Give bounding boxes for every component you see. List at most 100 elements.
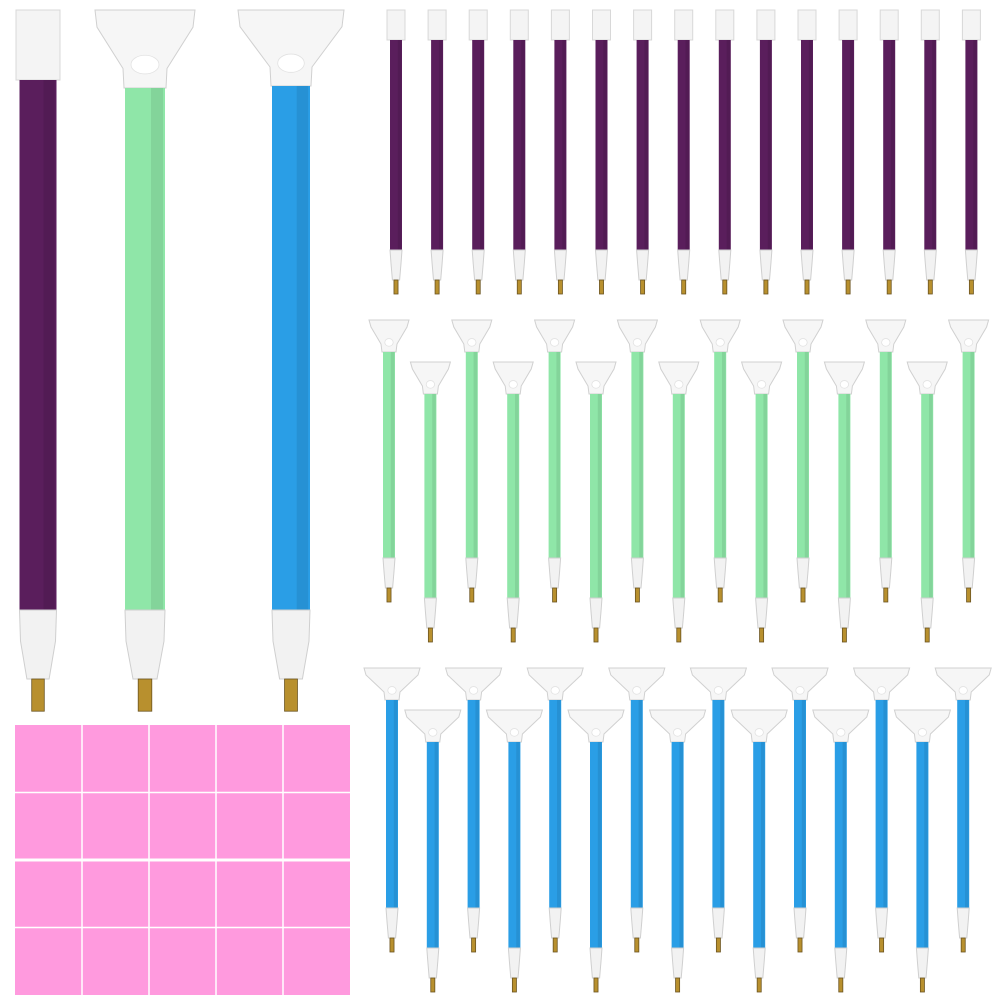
pen-tip — [18, 609, 58, 680]
pen-nib — [599, 279, 604, 295]
pen-nib — [968, 279, 974, 295]
pen-body — [879, 352, 892, 558]
pen-body — [467, 700, 480, 908]
pen-tip — [834, 947, 848, 979]
pen-body-shade — [722, 352, 726, 558]
pen-head — [658, 361, 700, 395]
pen-tip — [382, 557, 396, 589]
pen-body — [424, 394, 437, 598]
pen-tip — [793, 907, 807, 939]
pen-nib — [475, 279, 481, 295]
pen-body — [883, 40, 896, 250]
pen-body — [386, 700, 398, 908]
pen-tip — [426, 947, 440, 979]
pen-body — [671, 742, 684, 948]
pen — [427, 9, 447, 295]
pen-body — [507, 394, 520, 598]
pen-head — [771, 667, 829, 701]
pen-body-shade — [970, 352, 974, 558]
pen — [852, 667, 911, 953]
pen-body-shade — [432, 394, 436, 598]
pen-body — [916, 742, 929, 948]
pen-nib — [797, 937, 803, 953]
pen-body-shade — [761, 742, 765, 948]
pen-head-shine — [468, 686, 479, 695]
pen-body-shade — [891, 40, 895, 250]
pen-head — [823, 361, 866, 395]
pen-head-shine — [549, 338, 560, 347]
pen-tip — [796, 557, 810, 589]
pen-head — [404, 709, 462, 743]
pen-nib — [469, 587, 475, 603]
pen-body-shade — [720, 700, 724, 908]
pen-head-shine — [881, 338, 891, 347]
pen-body — [672, 394, 685, 598]
pen-head-shine — [632, 338, 643, 347]
pen-head — [906, 361, 948, 395]
pen — [451, 319, 493, 603]
pen-tip — [548, 907, 562, 939]
pen-tip — [713, 557, 727, 589]
pen-nib — [557, 279, 563, 295]
pen-head-shine — [384, 338, 394, 347]
pen-tip — [915, 947, 929, 979]
pen-head-shine — [509, 728, 520, 737]
pen-body-shade — [393, 700, 398, 908]
pen-body-shade — [679, 742, 683, 948]
pen-body-shade — [965, 700, 969, 908]
pen-body — [630, 700, 643, 908]
pen-head — [730, 709, 788, 743]
pen-tip — [467, 907, 481, 939]
pen-head-shine — [795, 686, 805, 695]
pen-head — [689, 667, 748, 701]
pen-body — [801, 40, 813, 250]
pen-body-shade — [521, 40, 525, 250]
pen-head — [608, 667, 666, 701]
pen-head — [934, 667, 992, 701]
pen-body-shade — [151, 88, 163, 610]
pen — [838, 9, 858, 295]
pen-nib — [845, 279, 851, 295]
pen — [756, 9, 776, 295]
pen — [771, 667, 829, 953]
pen-body-shade — [397, 40, 402, 250]
pen-body-shade — [846, 394, 850, 598]
pen-head — [485, 709, 544, 743]
pen-body — [426, 742, 439, 948]
pen-tip — [589, 597, 603, 629]
pen-body — [272, 86, 310, 610]
pen-body-shade — [434, 742, 439, 948]
pen-nib — [593, 627, 599, 643]
pen-tip — [589, 947, 603, 979]
pen-cap — [550, 9, 570, 41]
pen-body — [714, 352, 727, 558]
pen-body — [759, 40, 772, 250]
pen-nib — [919, 977, 925, 993]
pen-body — [595, 40, 608, 250]
pen-body-shade — [515, 394, 519, 598]
pen-nib — [715, 937, 721, 953]
pen-head-shine — [756, 380, 767, 389]
pen-head-shine — [591, 728, 601, 737]
pen-nib — [552, 937, 558, 953]
pen — [409, 361, 452, 643]
pen-head-shine — [715, 338, 725, 347]
pen-body-shade — [685, 40, 690, 250]
pen-head — [648, 709, 707, 743]
pen-body — [508, 742, 521, 948]
pen-nib — [284, 678, 298, 712]
pen-body-shade — [597, 742, 602, 948]
pen-nib — [434, 279, 440, 295]
pen-nib — [960, 937, 966, 953]
pen — [674, 9, 694, 295]
pen-tip — [630, 557, 644, 589]
pen — [567, 709, 625, 993]
pen-body-shade — [475, 700, 479, 908]
pen-nib — [634, 937, 640, 953]
pen-body — [549, 700, 562, 908]
pen — [699, 319, 741, 603]
pen-tip — [800, 249, 814, 281]
pen-head-shine — [277, 53, 305, 73]
pen-cap — [427, 9, 447, 41]
pen-body-shade — [43, 80, 55, 610]
